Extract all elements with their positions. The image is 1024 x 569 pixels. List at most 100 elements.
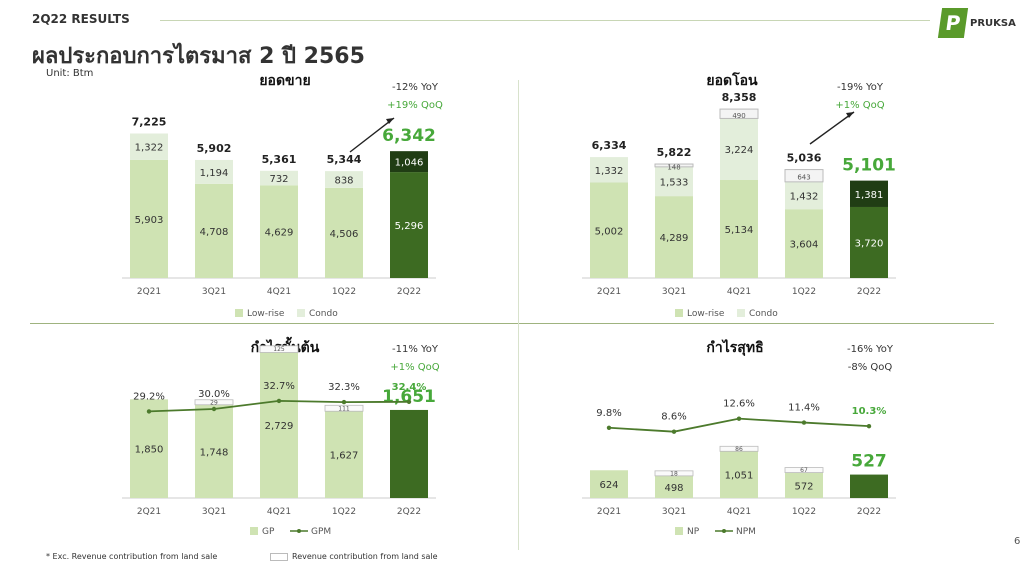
category-label: 3Q21 xyxy=(662,287,686,297)
bar-value-rect xyxy=(590,470,628,498)
horizontal-divider xyxy=(30,323,994,324)
bar-low-rise xyxy=(260,185,298,278)
total-label: 5,361 xyxy=(262,153,297,166)
category-label: 2Q22 xyxy=(857,287,881,297)
land-sale-bar xyxy=(324,404,364,412)
legend-marker xyxy=(297,529,301,533)
chart-title: ยอดโอน xyxy=(706,71,758,89)
bar-value-rect xyxy=(720,451,758,498)
yoy-label: -12% YoY xyxy=(392,82,439,93)
category-label: 1Q22 xyxy=(792,287,816,297)
total-label: 5,902 xyxy=(197,142,232,155)
total-label: 5,036 xyxy=(787,152,822,165)
legend-label: NPM xyxy=(736,527,756,537)
category-label: 4Q21 xyxy=(267,287,291,297)
bar-value: 4,629 xyxy=(265,228,294,239)
bar-condo xyxy=(260,170,298,186)
bar-value: 838 xyxy=(334,176,353,187)
bar-value: 1,322 xyxy=(135,143,164,154)
vertical-divider xyxy=(518,80,519,550)
trend-arrow xyxy=(809,111,855,145)
bar-condo xyxy=(850,180,888,207)
category-label: 3Q21 xyxy=(662,507,686,517)
footnote-contrib: Revenue contribution from land sale xyxy=(292,552,438,561)
qoq-label: +1% QoQ xyxy=(390,362,439,373)
category-label: 4Q21 xyxy=(727,287,751,297)
chart-title: กำไรสุทธิ xyxy=(706,338,763,356)
bar-value: 3,720 xyxy=(855,238,884,249)
bar-value: 572 xyxy=(794,481,813,492)
land-sale-bar xyxy=(719,445,759,452)
bar-value: 1,748 xyxy=(200,447,229,458)
bar-condo xyxy=(130,133,168,160)
category-label: 2Q21 xyxy=(137,287,161,297)
land-sale-value: 18 xyxy=(670,470,678,477)
bar-low-rise xyxy=(390,172,428,278)
category-label: 1Q22 xyxy=(792,507,816,517)
total-label: 5,101 xyxy=(842,156,896,176)
bar-low-rise xyxy=(785,209,823,278)
margin-label: 32.4% xyxy=(392,382,427,393)
margin-label: 32.7% xyxy=(263,381,295,392)
legend-swatch xyxy=(235,309,243,317)
land-sale-value: 125 xyxy=(273,346,285,353)
bar-low-rise xyxy=(850,206,888,278)
legend-label: Low-rise xyxy=(247,309,285,319)
category-label: 3Q21 xyxy=(202,287,226,297)
bar-low-rise xyxy=(130,159,168,278)
bar-value-rect xyxy=(130,399,168,498)
bar-low-rise xyxy=(720,179,758,278)
category-label: 4Q21 xyxy=(727,507,751,517)
category-label: 2Q22 xyxy=(397,287,421,297)
bar-value: 5,296 xyxy=(395,221,424,232)
bar-condo xyxy=(390,151,428,173)
bar-value: 4,708 xyxy=(200,227,229,238)
legend-swatch xyxy=(737,309,745,317)
bar-land-sale xyxy=(719,108,759,119)
bar-value: 5,002 xyxy=(595,226,624,237)
bar-value-rect xyxy=(260,352,298,498)
land-sale-value: 86 xyxy=(735,446,743,453)
total-label: 6,342 xyxy=(382,126,436,146)
yoy-label: -11% YoY xyxy=(392,344,439,355)
trend-arrow-head xyxy=(386,118,394,124)
bar-value-rect xyxy=(655,475,693,498)
legend-label: GP xyxy=(262,527,275,537)
land-sale-bar xyxy=(259,345,299,353)
category-label: 1Q22 xyxy=(332,287,356,297)
land-sale-value: 29 xyxy=(210,399,218,406)
margin-label: 29.2% xyxy=(133,391,165,402)
legend-swatch xyxy=(675,309,683,317)
bar-low-rise xyxy=(325,187,363,278)
margin-point xyxy=(146,409,152,414)
yoy-label: -16% YoY xyxy=(847,344,894,355)
margin-label: 11.4% xyxy=(788,403,820,414)
margin-label: 9.8% xyxy=(596,408,621,419)
header-rule xyxy=(160,20,930,21)
qoq-label: -8% QoQ xyxy=(848,362,893,373)
bar-value: 3,604 xyxy=(790,240,819,251)
legend-label: Condo xyxy=(309,309,338,319)
category-label: 2Q21 xyxy=(597,507,621,517)
bar-value: 148 xyxy=(667,163,680,171)
transfers-chart: ยอดโอน -19% YoY +1% QoQ 5,002 1,332 6,334 2Q21… xyxy=(582,71,896,319)
net-profit-chart: กำไรสุทธิ -16% YoY -8% QoQ 624 9.8% 2Q21 498 18… xyxy=(582,338,896,537)
qoq-label: +1% QoQ xyxy=(835,100,884,111)
margin-point xyxy=(276,398,282,404)
margin-point xyxy=(671,429,677,434)
legend-label: NP xyxy=(687,527,700,537)
margin-point xyxy=(606,425,612,430)
bar-condo xyxy=(720,118,758,180)
bar-value: 1,432 xyxy=(790,192,819,203)
chart-title: ยอดขาย xyxy=(259,73,310,89)
bar-value: 490 xyxy=(732,112,745,120)
brand-logo: P PRUKSA xyxy=(937,8,1016,38)
bar-condo xyxy=(195,159,233,184)
total-label: 6,334 xyxy=(592,139,627,152)
bar-value: 498 xyxy=(664,483,683,494)
bar-land-sale xyxy=(784,169,824,183)
bar-value-rect xyxy=(785,472,823,498)
land-sale-swatch xyxy=(270,552,288,561)
bar-value: 3,224 xyxy=(725,145,754,156)
margin-label: 10.3% xyxy=(852,406,887,417)
